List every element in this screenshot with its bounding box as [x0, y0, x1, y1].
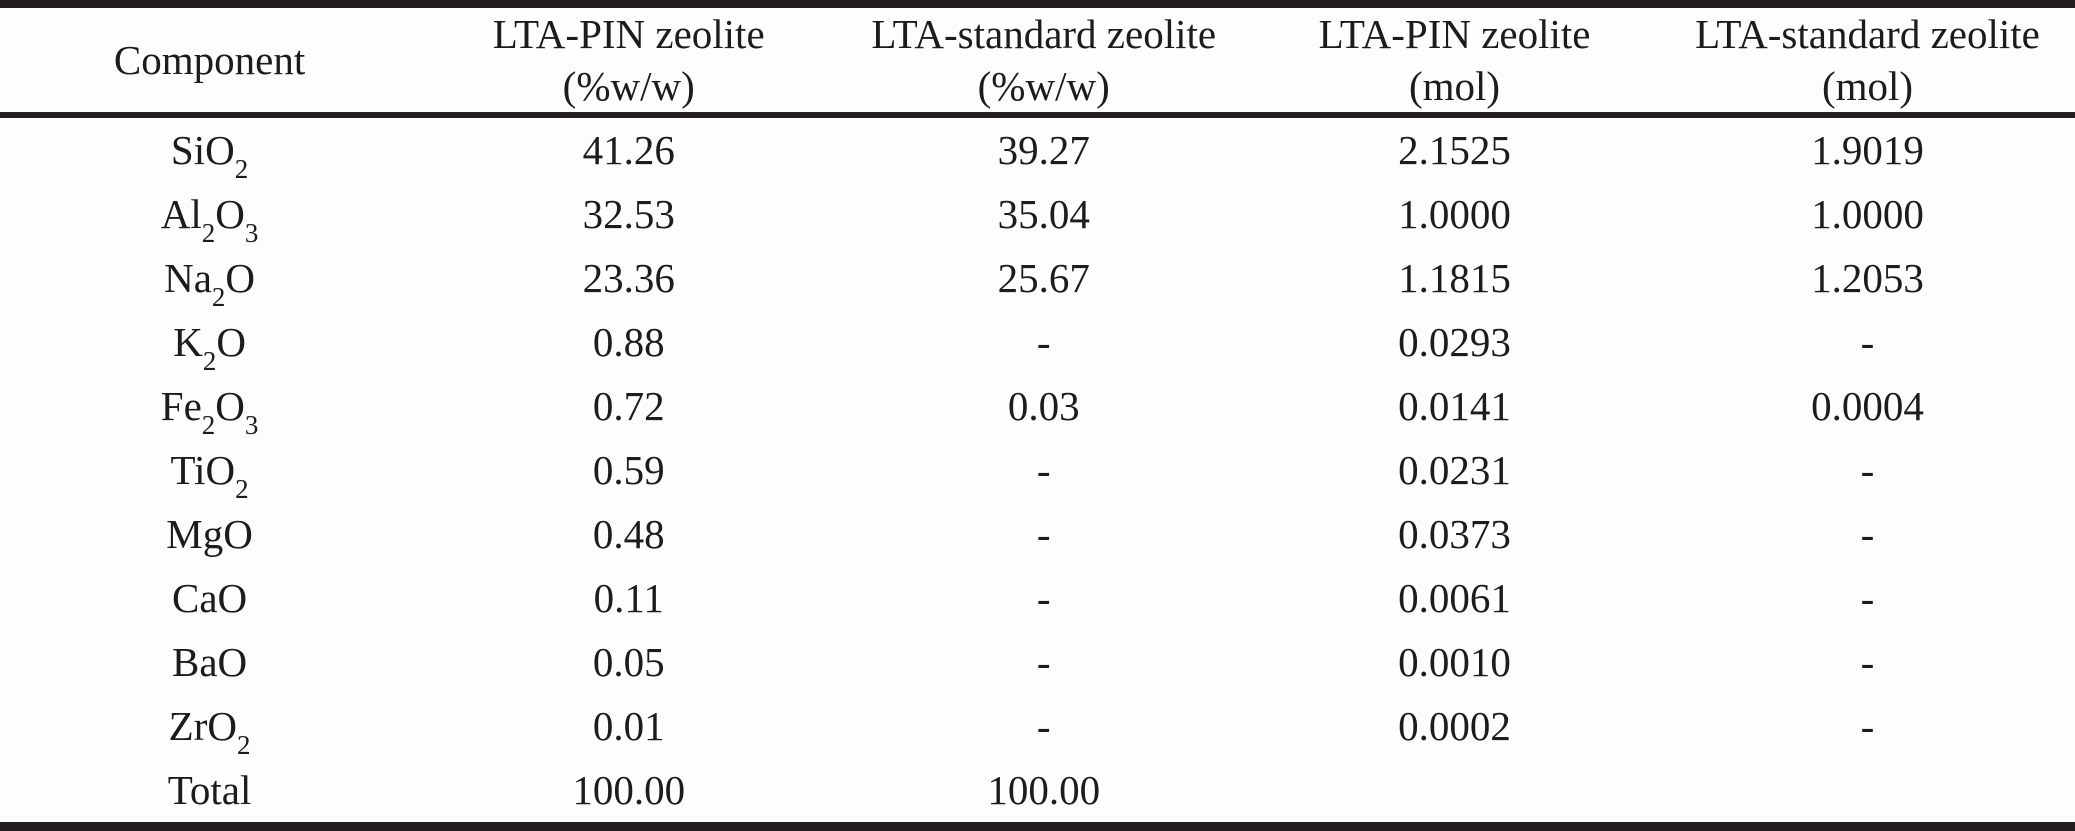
table-row: ZrO2 0.01 - 0.0002 -	[0, 694, 2075, 760]
value-cell: 41.26	[582, 127, 675, 174]
component-cell: Al2O3	[160, 191, 259, 249]
table-row: MgO 0.48 - 0.0373 -	[0, 502, 2075, 566]
column-header: LTA-standard zeolite (%w/w)	[838, 4, 1249, 115]
formula-subscript: 2	[201, 218, 216, 249]
component-cell: K2O	[173, 318, 246, 376]
value-cell: -	[1860, 446, 1875, 493]
value-cell: 0.0293	[1398, 318, 1511, 365]
value-cell	[1249, 758, 1660, 827]
value-cell: -	[1036, 638, 1051, 685]
value-cell: -	[1036, 510, 1051, 557]
component-cell: MgO	[166, 510, 253, 557]
column-header-line1: Component	[113, 37, 306, 83]
value-cell: 1.2053	[1811, 255, 1924, 301]
value-cell: -	[1860, 318, 1875, 365]
component-cell: TiO2	[170, 446, 249, 504]
column-header-line1: LTA-PIN zeolite	[1318, 11, 1591, 57]
value-cell: 0.0231	[1398, 446, 1511, 493]
formula-subscript: 2	[202, 345, 217, 376]
value-cell: -	[1860, 702, 1875, 749]
column-header: LTA-PIN zeolite (%w/w)	[419, 4, 838, 115]
component-cell: CaO	[171, 574, 248, 621]
table-row: TiO2 0.59 - 0.0231 -	[0, 438, 2075, 504]
formula-subscript: 2	[201, 409, 216, 440]
column-header: Component	[0, 4, 419, 115]
column-header: LTA-PIN zeolite (mol)	[1249, 4, 1660, 115]
table-row: K2O 0.88 - 0.0293 -	[0, 310, 2075, 376]
column-header-line1: LTA-PIN zeolite	[492, 11, 765, 57]
column-header-line2: (%w/w)	[562, 63, 695, 109]
value-cell: 0.59	[592, 446, 665, 493]
value-cell: 0.0010	[1398, 638, 1511, 685]
column-header-line2: (mol)	[1409, 63, 1501, 109]
value-cell: -	[1860, 510, 1875, 557]
value-cell: 0.88	[592, 318, 665, 365]
table-row: CaO 0.11 - 0.0061 -	[0, 566, 2075, 630]
value-cell: 0.0002	[1398, 702, 1511, 749]
value-cell: 100.00	[572, 766, 686, 813]
value-cell: -	[1036, 702, 1051, 749]
value-cell: -	[1036, 574, 1051, 621]
value-cell: 0.0004	[1811, 382, 1924, 429]
formula-subscript: 2	[236, 729, 251, 760]
value-cell: -	[1036, 446, 1051, 493]
value-cell: 35.04	[997, 191, 1090, 238]
table-row: SiO2 41.26 39.27 2.1525 1.9019	[0, 115, 2075, 185]
value-cell: 1.9019	[1811, 127, 1924, 174]
column-header-line1: LTA-standard zeolite	[871, 11, 1217, 57]
formula-subscript: 3	[244, 218, 259, 249]
table-row: Total 100.00 100.00	[0, 758, 2075, 827]
value-cell: 25.67	[997, 255, 1090, 301]
value-cell	[1660, 758, 2075, 827]
value-cell: 1.1815	[1398, 255, 1511, 301]
value-cell: 2.1525	[1398, 127, 1511, 174]
table-body: SiO2 41.26 39.27 2.1525 1.9019 Al2O3 32.53 35.0…	[0, 115, 2075, 827]
component-cell: SiO2	[170, 127, 249, 185]
table-row: Na2O 23.36 25.67 1.1815 1.2053	[0, 246, 2075, 312]
table-header: Component LTA-PIN zeolite (%w/w) LTA-standa…	[0, 4, 2075, 115]
value-cell: 0.03	[1007, 382, 1080, 429]
formula-subscript: 3	[244, 409, 259, 440]
column-header: LTA-standard zeolite (mol)	[1660, 4, 2075, 115]
value-cell: 32.53	[582, 191, 675, 238]
formula-subscript: 2	[235, 473, 249, 504]
value-cell: -	[1860, 638, 1875, 685]
value-cell: 0.05	[592, 638, 665, 685]
value-cell: 0.0061	[1398, 574, 1511, 621]
component-cell: Na2O	[164, 255, 256, 312]
column-header-line2: (mol)	[1821, 63, 1914, 109]
table-row: Fe2O3 0.72 0.03 0.0141 0.0004	[0, 374, 2075, 440]
column-header-line2: (%w/w)	[977, 63, 1110, 109]
value-cell: 0.11	[593, 574, 664, 621]
value-cell: -	[1036, 318, 1051, 365]
value-cell: 0.0141	[1398, 382, 1511, 429]
formula-subscript: 2	[211, 282, 226, 312]
component-cell: BaO	[171, 638, 248, 685]
value-cell: 1.0000	[1811, 191, 1924, 238]
header-row: Component LTA-PIN zeolite (%w/w) LTA-standa…	[0, 4, 2075, 115]
component-cell: Total	[167, 766, 252, 813]
value-cell: 0.0373	[1398, 510, 1511, 557]
table-row: BaO 0.05 - 0.0010 -	[0, 630, 2075, 694]
value-cell: 23.36	[582, 255, 675, 301]
component-cell: Fe2O3	[160, 382, 259, 440]
formula-subscript: 2	[234, 154, 249, 185]
table-row: Al2O3 32.53 35.04 1.0000 1.0000	[0, 182, 2075, 249]
component-cell: ZrO2	[168, 702, 251, 760]
column-header-line1: LTA-standard zeolite	[1695, 11, 2040, 57]
value-cell: 0.01	[592, 702, 665, 749]
value-cell: 1.0000	[1398, 191, 1511, 238]
value-cell: -	[1860, 574, 1875, 621]
value-cell: 100.00	[987, 766, 1101, 813]
value-cell: 0.48	[592, 510, 665, 557]
value-cell: 0.72	[592, 382, 665, 429]
value-cell: 39.27	[997, 127, 1090, 174]
